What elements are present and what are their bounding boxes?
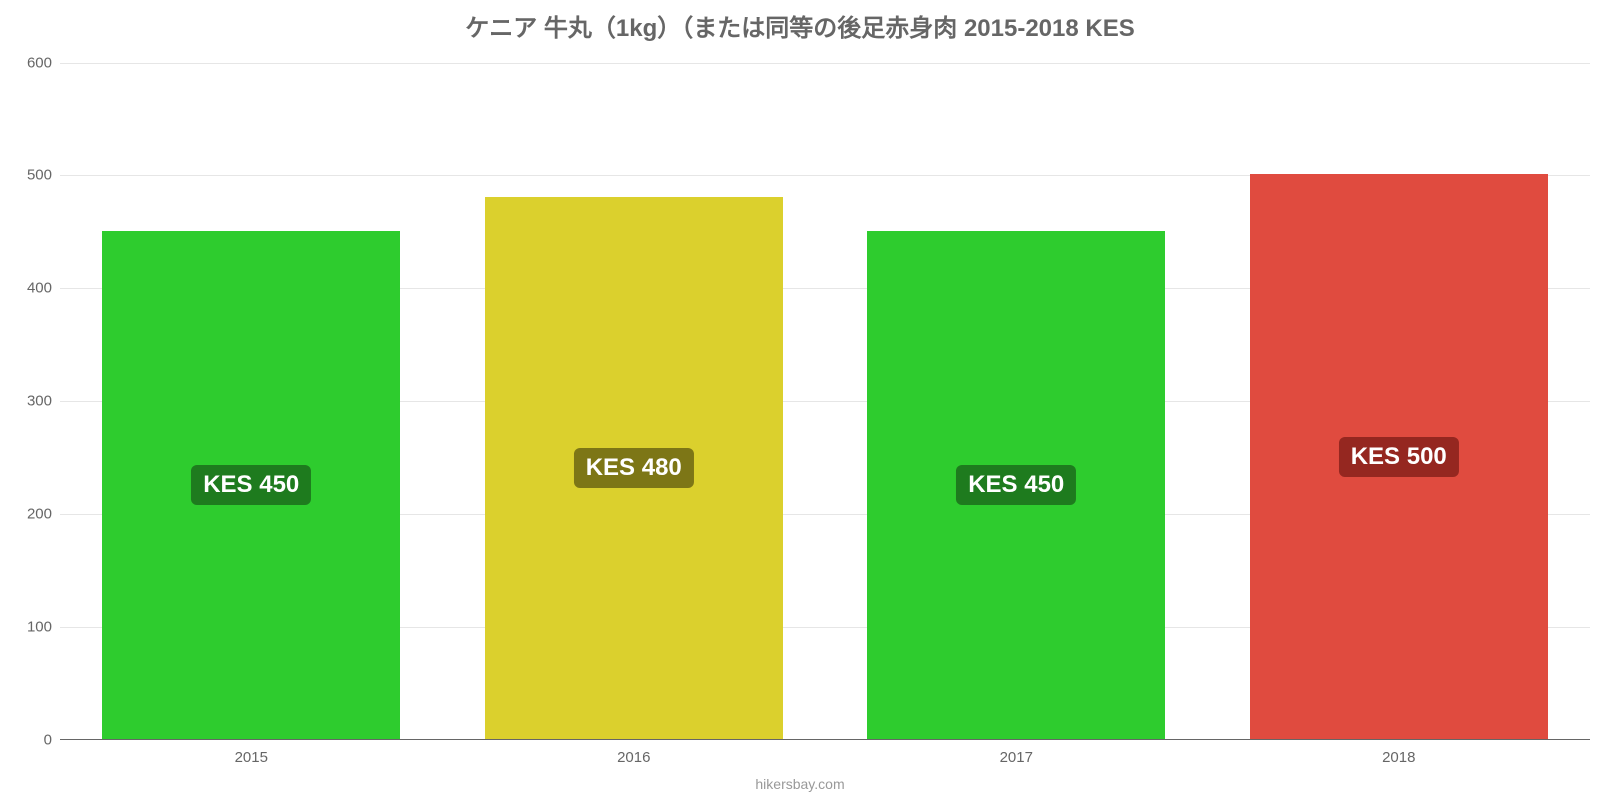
x-tick-label: 2016	[617, 749, 650, 766]
x-tick-label: 2017	[1000, 749, 1033, 766]
bar: KES 480	[485, 197, 783, 739]
gridline	[60, 63, 1590, 64]
attribution-text: hikersbay.com	[0, 776, 1600, 792]
chart-title: ケニア 牛丸（1kg）（または同等の後足赤身肉 2015-2018 KES	[0, 8, 1600, 43]
y-tick-label: 200	[27, 506, 52, 523]
y-tick-label: 500	[27, 167, 52, 184]
bar-value-label: KES 450	[956, 465, 1076, 505]
bar: KES 450	[867, 231, 1165, 739]
x-tick-label: 2015	[235, 749, 268, 766]
x-tick-label: 2018	[1382, 749, 1415, 766]
bar-value-label: KES 480	[574, 448, 694, 488]
y-tick-label: 100	[27, 619, 52, 636]
plot-area: 0100200300400500600KES 4502015KES 480201…	[60, 40, 1590, 740]
chart-container: ケニア 牛丸（1kg）（または同等の後足赤身肉 2015-2018 KES 01…	[0, 0, 1600, 800]
bar: KES 500	[1250, 174, 1548, 739]
bar-value-label: KES 450	[191, 465, 311, 505]
y-tick-label: 300	[27, 393, 52, 410]
y-tick-label: 400	[27, 280, 52, 297]
y-tick-label: 0	[44, 732, 52, 749]
bar: KES 450	[102, 231, 400, 739]
bar-value-label: KES 500	[1339, 437, 1459, 477]
y-tick-label: 600	[27, 54, 52, 71]
